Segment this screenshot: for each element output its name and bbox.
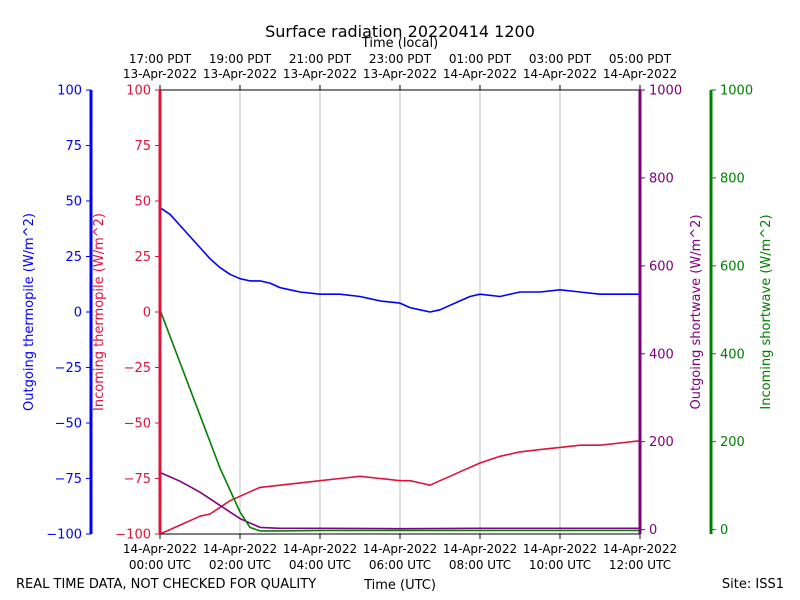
x-tick-label-time: 06:00 UTC [369,558,431,572]
y-tick-label: −100 [115,528,151,543]
x-tick-label-date: 14-Apr-2022 [523,542,597,556]
x-tick-label-date: 14-Apr-2022 [123,542,197,556]
y-tick-label: 400 [649,347,674,362]
y-tick-label: 0 [143,306,151,321]
top-tick-label-time: 05:00 PDT [609,52,672,66]
top-tick-label-time: 01:00 PDT [449,52,512,66]
x-tick-label-time: 02:00 UTC [209,558,271,572]
y-tick-label: 25 [134,250,151,265]
y-tick-label: −75 [55,472,82,487]
top-tick-label-time: 03:00 PDT [529,52,592,66]
y-tick-label: 100 [57,84,82,99]
top-tick-label-time: 17:00 PDT [129,52,192,66]
top-tick-label-date: 14-Apr-2022 [443,67,517,81]
y-axis-label-in-thermo: Incoming thermopile (W/m^2) [92,213,107,411]
y-tick-label: 1000 [720,84,753,99]
y-tick-label: 1000 [649,84,682,99]
series-line-out-thermo [159,207,640,313]
y-tick-label: 200 [649,435,674,450]
quality-note: REAL TIME DATA, NOT CHECKED FOR QUALITY [16,577,316,592]
y-tick-label: −75 [124,472,151,487]
y-tick-label: −25 [55,361,82,376]
y-tick-label: −50 [55,417,82,432]
y-tick-label: 0 [720,523,728,538]
y-tick-label: 50 [134,195,151,210]
y-tick-label: 100 [126,84,151,99]
x-tick-label-time: 08:00 UTC [449,558,511,572]
x-tick-label-date: 14-Apr-2022 [283,542,357,556]
y-axis-label-in-sw: Incoming shortwave (W/m^2) [759,214,774,409]
top-tick-label-date: 13-Apr-2022 [363,67,437,81]
x-tick-label-time: 00:00 UTC [129,558,191,572]
site-label: Site: ISS1 [722,577,784,592]
y-tick-label: 600 [720,259,745,274]
y-axes: −100 −75 −50 −25 0 25 50 75 100 Outgoing thermopi… [22,84,774,543]
y-tick-label: 600 [649,259,674,274]
series-line-in-thermo [159,440,641,535]
chart-title: Surface radiation 20220414 1200 [265,22,535,41]
top-tick-label-date: 13-Apr-2022 [123,67,197,81]
top-tick-label-date: 13-Apr-2022 [203,67,277,81]
x-tick-label-date: 14-Apr-2022 [603,542,677,556]
x-tick-label-time: 10:00 UTC [529,558,591,572]
top-tick-label-date: 14-Apr-2022 [523,67,597,81]
top-tick-label-time: 21:00 PDT [289,52,352,66]
bottom-x-axis-ticks: 14-Apr-2022 00:00 UTC 14-Apr-2022 02:00 UTC… [123,534,677,572]
series-line-out-sw [159,471,640,530]
y-tick-label: 75 [65,139,82,154]
top-x-axis-label: Time (local) [361,36,438,51]
x-tick-label-date: 14-Apr-2022 [443,542,517,556]
top-tick-label-time: 23:00 PDT [369,52,432,66]
y-tick-label: 800 [649,171,674,186]
series-lines [159,207,641,535]
top-tick-label-date: 14-Apr-2022 [603,67,677,81]
y-tick-label: 25 [65,250,82,265]
y-axis-label-out-sw: Outgoing shortwave (W/m^2) [689,214,704,409]
y-tick-label: −25 [124,361,151,376]
y-tick-label: 75 [134,139,151,154]
top-tick-label-time: 19:00 PDT [209,52,272,66]
y-axis-label-out-thermo: Outgoing thermopile (W/m^2) [22,213,37,411]
y-tick-label: 200 [720,435,745,450]
x-tick-label-date: 14-Apr-2022 [203,542,277,556]
y-tick-label: 0 [649,523,657,538]
x-tick-label-time: 04:00 UTC [289,558,351,572]
series-line-in-sw [159,309,640,532]
vertical-gridlines [239,90,561,534]
x-tick-label-date: 14-Apr-2022 [363,542,437,556]
y-tick-label: 400 [720,347,745,362]
y-tick-label: −50 [124,417,151,432]
top-tick-label-date: 13-Apr-2022 [283,67,357,81]
y-tick-label: 0 [74,306,82,321]
x-tick-label-time: 12:00 UTC [609,558,671,572]
y-tick-label: 50 [65,195,82,210]
bottom-x-axis-label: Time (UTC) [363,578,436,593]
y-tick-label: 800 [720,171,745,186]
y-tick-label: −100 [46,528,82,543]
